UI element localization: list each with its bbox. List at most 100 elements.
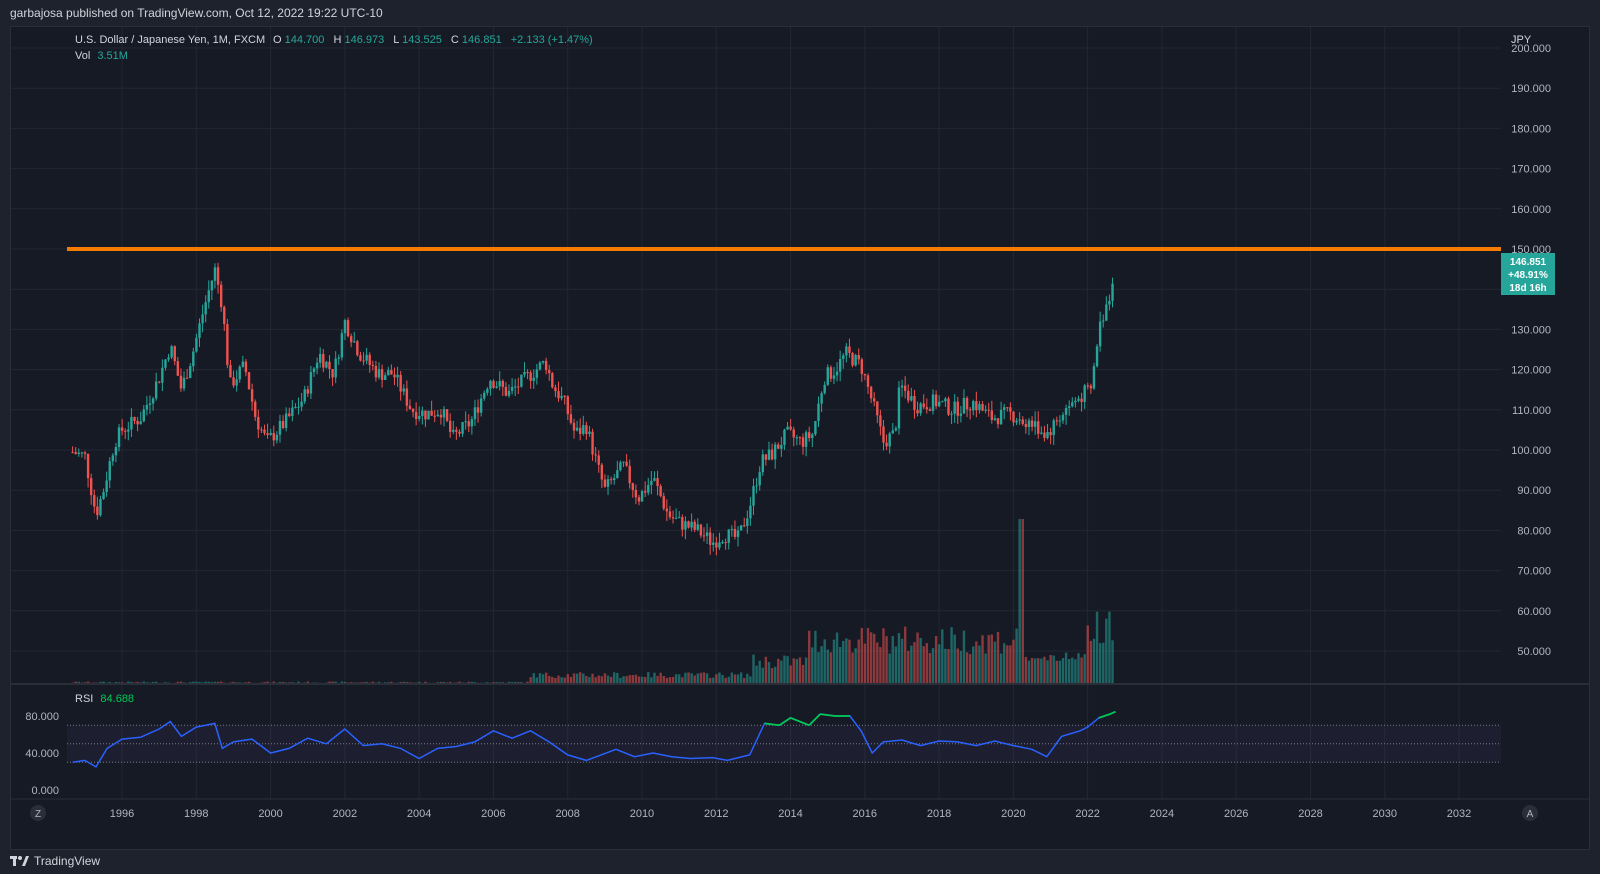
candle-body — [1089, 385, 1093, 389]
candle-body — [343, 320, 347, 334]
auto-scale-left-button[interactable]: Z — [30, 805, 46, 821]
volume-bar — [869, 632, 873, 684]
candle-body — [575, 427, 579, 431]
candle-body — [411, 408, 415, 413]
candle-body — [544, 360, 548, 371]
volume-bar — [151, 681, 155, 684]
candle-body — [510, 386, 514, 391]
candle-body — [495, 386, 498, 388]
volume-bar — [585, 675, 588, 684]
rsi-tick-label: 40.000 — [25, 748, 59, 760]
volume-bar — [557, 675, 560, 684]
rsi-overbought-segment — [778, 717, 792, 726]
candle-body — [210, 280, 214, 291]
volume-bar — [541, 674, 545, 684]
candle-body — [359, 355, 362, 361]
candle-body — [328, 361, 331, 370]
volume-bar — [922, 646, 925, 684]
volume-bar — [328, 681, 331, 684]
candle-body — [523, 372, 526, 375]
candle-body — [838, 358, 842, 372]
volume-bar — [1037, 658, 1040, 684]
candle-body — [984, 409, 987, 411]
rsi-overbought-segment — [764, 722, 780, 727]
price-tick-label: 60.000 — [1517, 606, 1551, 618]
footer: TradingView — [0, 850, 1600, 874]
volume-bar — [458, 681, 461, 684]
candle-body — [699, 524, 703, 536]
volume-bar — [699, 672, 703, 684]
volume-bar — [613, 672, 616, 684]
candle-body — [869, 386, 873, 399]
candle-body — [792, 429, 795, 438]
candle-body — [229, 365, 232, 378]
volume-bar — [764, 656, 768, 684]
volume-bar — [1012, 639, 1015, 684]
candle-body — [405, 388, 409, 406]
candle-body — [1012, 411, 1015, 423]
candle-body — [396, 374, 399, 378]
volume-bar — [727, 676, 730, 684]
candle-body — [888, 433, 891, 447]
candle-body — [1052, 420, 1055, 436]
candle-body — [517, 386, 520, 388]
volume-bar — [773, 666, 777, 684]
candle-body — [668, 511, 672, 518]
volume-bar — [1086, 625, 1089, 684]
rsi-axis: 80.000 40.000 0.000 — [25, 711, 59, 797]
candle-body — [467, 421, 470, 427]
volume-bar — [1092, 638, 1096, 684]
candle-body — [142, 409, 145, 422]
volume-bar — [1024, 656, 1028, 684]
time-tick-label: 2012 — [704, 808, 728, 820]
candle-body — [597, 455, 600, 465]
candle-body — [721, 542, 724, 544]
volume-bar — [876, 642, 879, 684]
candle-body — [377, 369, 381, 378]
candle-body — [953, 401, 956, 414]
tradingview-logo[interactable]: TradingView — [10, 854, 100, 868]
volume-bar — [331, 681, 334, 684]
price-chart[interactable]: U.S. Dollar / Japanese Yen, 1M, FXCM O 1… — [11, 27, 1589, 849]
candle-body — [712, 542, 715, 545]
price-tick-label: 80.000 — [1517, 525, 1551, 537]
volume-bar — [563, 677, 566, 684]
candle-body — [263, 429, 266, 434]
candle-body — [272, 432, 275, 441]
candle-body — [1095, 346, 1099, 367]
candle-body — [563, 395, 566, 397]
volume-bar — [625, 676, 628, 684]
volume-bar — [817, 652, 820, 684]
volume-bar — [907, 650, 910, 684]
tradingview-icon — [10, 856, 29, 866]
candle-body — [383, 375, 387, 380]
candle-body — [866, 375, 870, 387]
time-tick-label: 2014 — [778, 808, 802, 820]
rsi-pane[interactable] — [67, 710, 1501, 768]
candle-body — [1080, 398, 1083, 402]
candle-body — [727, 529, 730, 543]
candle-body — [786, 426, 789, 430]
candle-body — [439, 414, 443, 418]
candle-body — [996, 418, 1000, 425]
time-tick-label: 2004 — [407, 808, 431, 820]
candle-body — [832, 375, 836, 379]
volume-bar — [600, 676, 604, 684]
candle-body — [393, 374, 396, 378]
candle-body — [433, 415, 436, 417]
candle-body — [761, 454, 764, 473]
volume-bar — [693, 675, 696, 684]
candle-body — [835, 371, 839, 376]
candle-body — [151, 398, 155, 404]
candle-body — [1108, 300, 1111, 305]
volume-bar — [532, 673, 535, 684]
candle-body — [291, 407, 294, 416]
candle-body — [1064, 408, 1068, 415]
candle-body — [300, 401, 303, 407]
volume-bar — [897, 633, 901, 684]
candle-body — [77, 452, 80, 454]
candle-body — [1037, 421, 1040, 434]
auto-scale-right-button[interactable]: A — [1522, 805, 1538, 821]
volume-bar — [826, 649, 829, 684]
volume-bar — [801, 664, 805, 684]
